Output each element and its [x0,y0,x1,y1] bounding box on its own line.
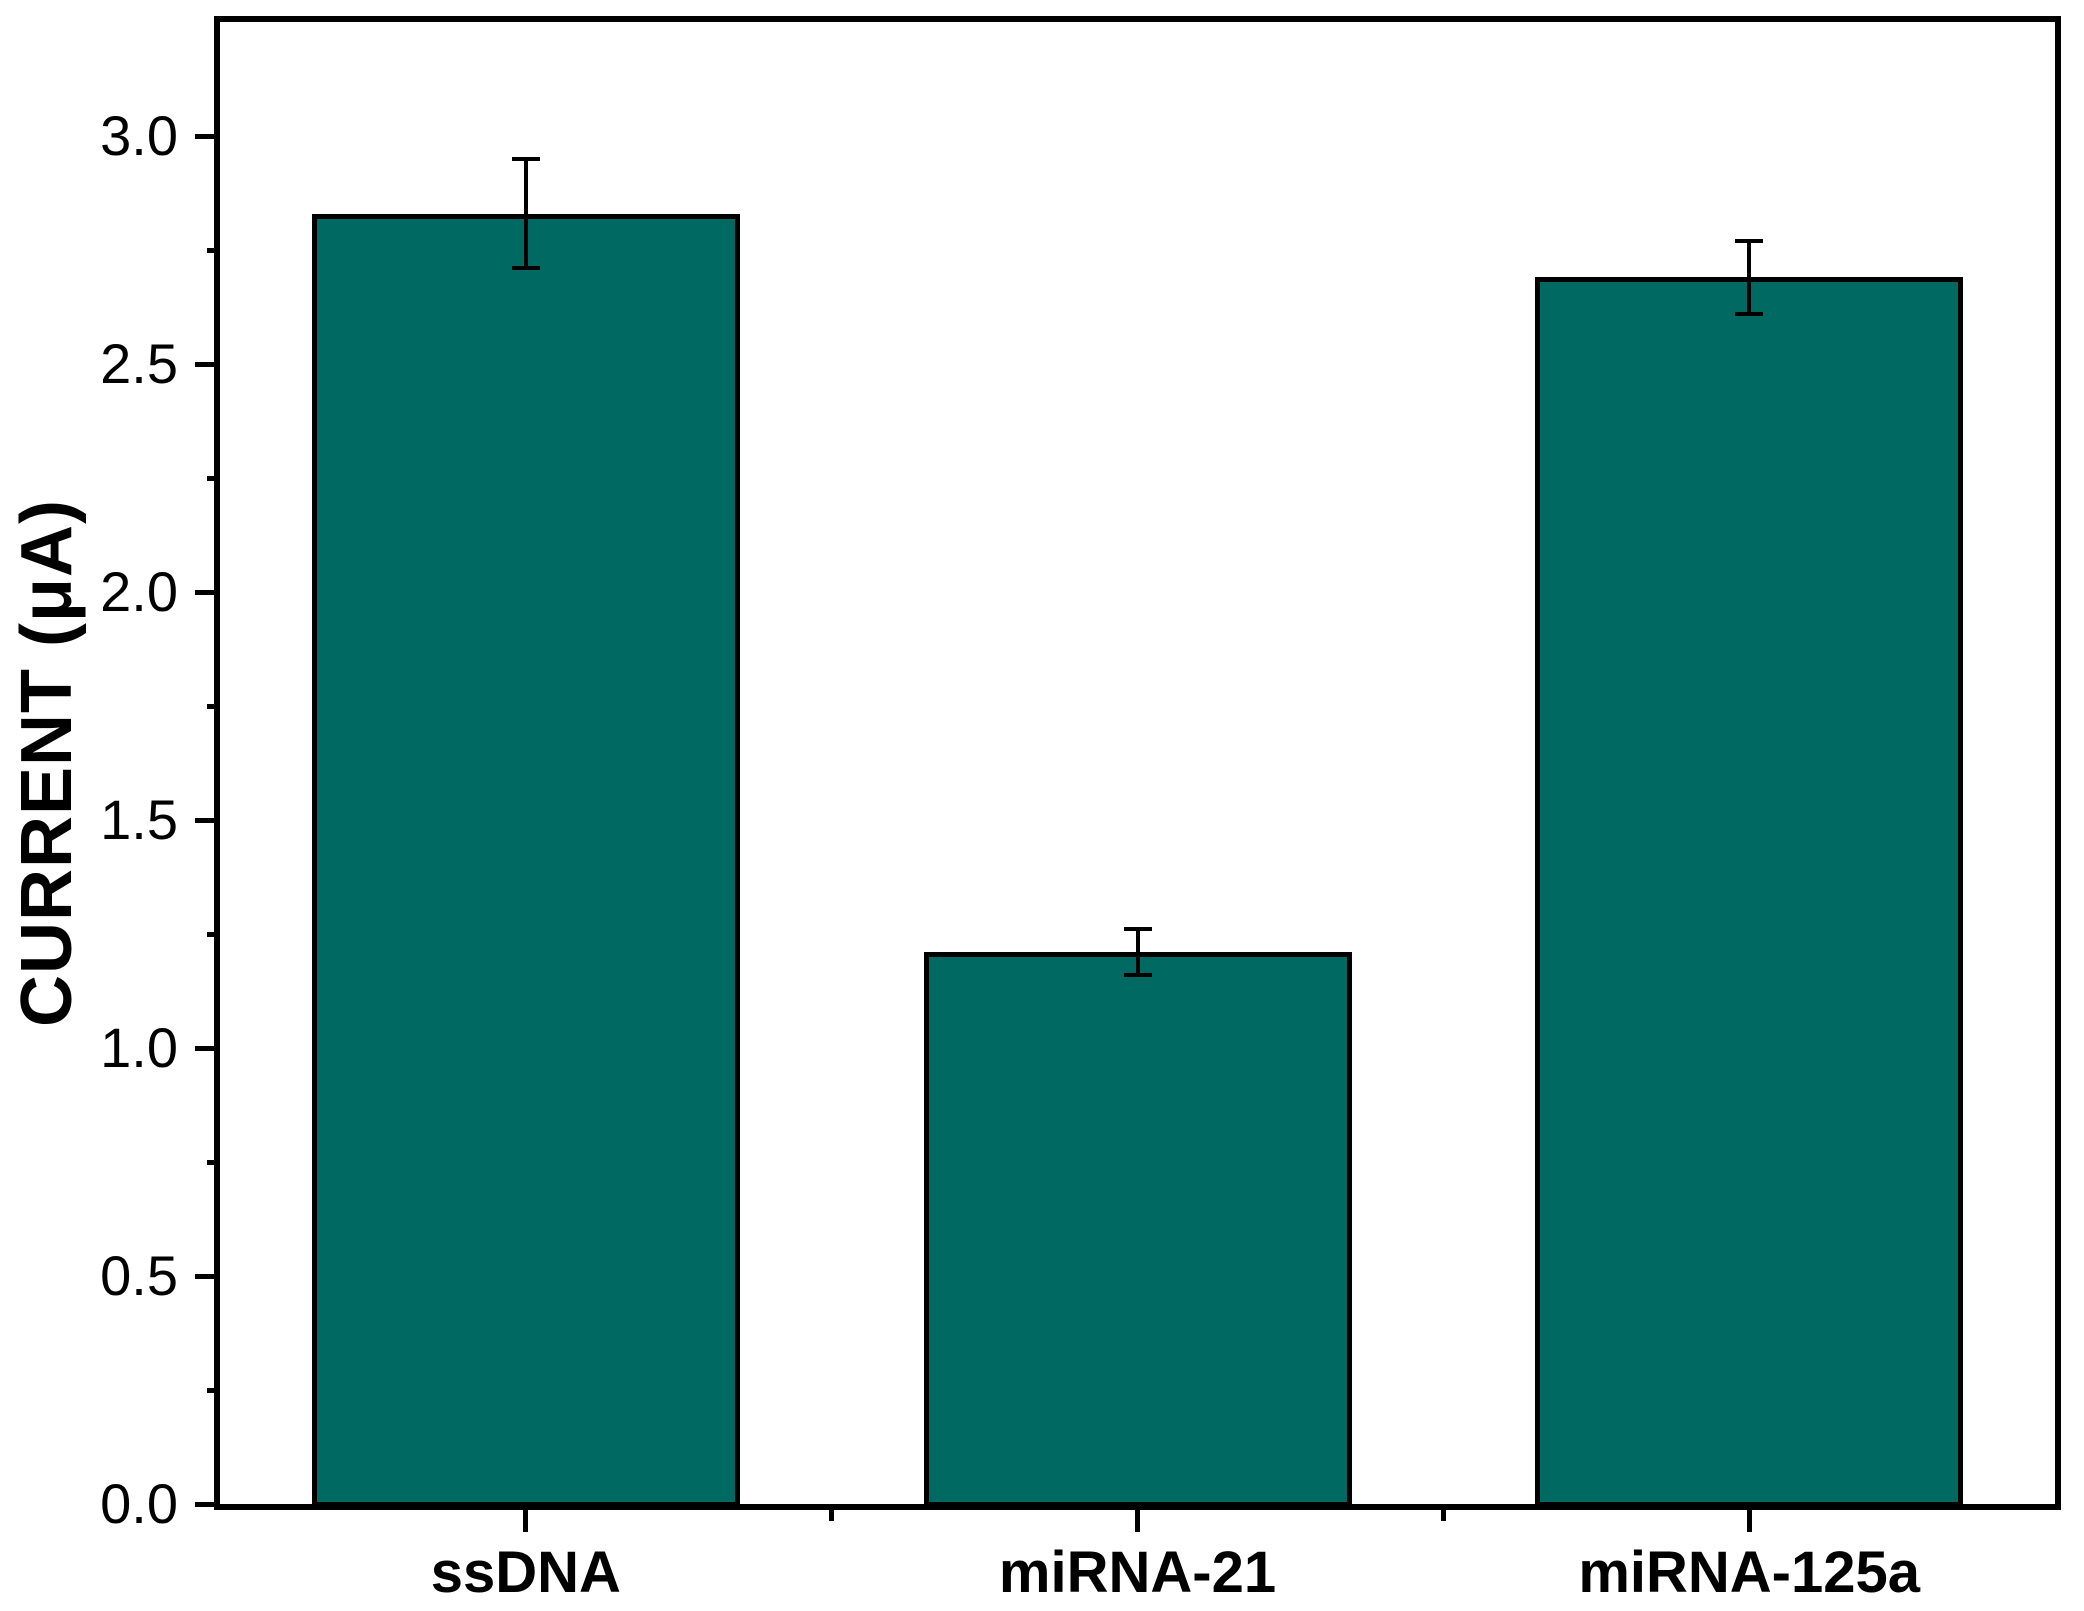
y-tick-label: 0.5 [100,1244,178,1307]
y-tick-label: 3.0 [100,104,178,167]
error-bar-line [523,158,528,269]
x-minor-tick [1440,1510,1446,1521]
bar [1535,277,1964,1507]
error-bar-top-cap [511,156,540,161]
y-major-tick [195,1045,220,1051]
y-minor-tick [207,247,220,253]
y-tick-label: 1.0 [100,1016,178,1079]
error-bar-top-cap [1123,927,1152,932]
y-minor-tick [207,703,220,709]
y-major-tick [195,1501,220,1507]
error-bar-top-cap [1735,238,1764,243]
y-axis-title: CURRENT (μA) [7,499,87,1027]
y-major-tick [195,133,220,139]
error-bar-line [1135,929,1140,976]
error-bar-line [1747,240,1752,314]
y-major-tick [195,817,220,823]
bar [311,213,740,1507]
y-major-tick [195,589,220,595]
x-major-tick [523,1510,529,1532]
x-minor-tick [829,1510,835,1521]
y-major-tick [195,361,220,367]
error-bar-bottom-cap [1123,973,1152,978]
x-major-tick [1746,1510,1752,1532]
x-category-label: ssDNA [430,1540,621,1605]
y-minor-tick [207,475,220,481]
error-bar-bottom-cap [1735,311,1764,316]
error-bar-bottom-cap [511,266,540,271]
x-category-label: miRNA-125a [1578,1540,1920,1605]
bar [923,952,1352,1507]
y-minor-tick [207,931,220,937]
y-tick-label: 0.0 [100,1472,178,1535]
x-category-label: miRNA-21 [998,1540,1277,1605]
x-major-tick [1135,1510,1140,1532]
y-minor-tick [207,1387,220,1393]
y-tick-label: 2.0 [100,560,178,623]
y-tick-label: 1.5 [100,788,178,851]
y-tick-label: 2.5 [100,332,178,395]
y-major-tick [195,1273,220,1279]
y-minor-tick [207,1159,220,1165]
